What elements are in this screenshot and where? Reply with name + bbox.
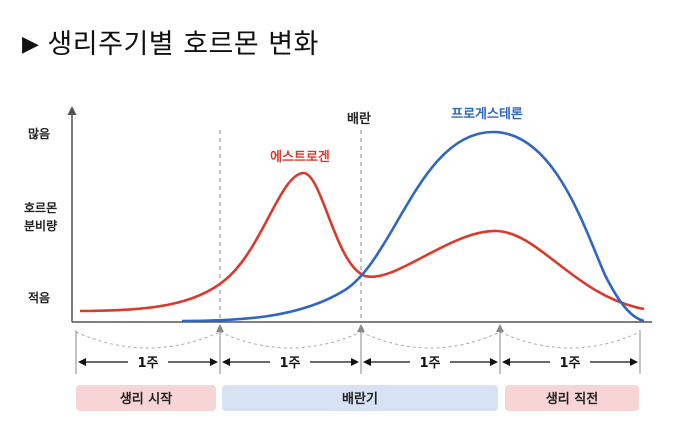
week-label-3: 1주 bbox=[419, 356, 440, 371]
week-marker-2 bbox=[357, 324, 365, 332]
play-triangle-icon: ▶ bbox=[22, 32, 40, 57]
phase-bar-ovulation bbox=[222, 385, 498, 411]
phase-label-ovulation: 배란기 bbox=[342, 391, 378, 407]
week-span-2 bbox=[222, 352, 359, 372]
week-span-4 bbox=[502, 352, 638, 372]
estrogen-label: 에스트로겐 bbox=[270, 149, 330, 165]
y-label-low: 적음 bbox=[28, 290, 50, 305]
page-title: ▶ 생리주기별 호르몬 변화 bbox=[22, 22, 319, 61]
week-label-4: 1주 bbox=[559, 356, 580, 371]
phase-label-premenstrual: 생리 직전 bbox=[546, 391, 598, 407]
week-marker-1 bbox=[216, 324, 224, 332]
week-arc-4 bbox=[499, 331, 641, 349]
week-label-2: 1주 bbox=[279, 356, 300, 371]
week-span-3 bbox=[363, 352, 498, 372]
week-arc-3 bbox=[360, 331, 501, 349]
phase-bar-menstruation bbox=[76, 385, 216, 411]
week-marker-3 bbox=[496, 324, 504, 332]
ovulation-label: 배란 bbox=[347, 111, 371, 127]
phase-label-menstruation: 생리 시작 bbox=[120, 391, 172, 407]
y-axis-arrow bbox=[67, 106, 77, 115]
week-arc-1 bbox=[75, 331, 221, 349]
week-arc-2 bbox=[219, 331, 362, 349]
week-label-1: 1주 bbox=[137, 356, 158, 371]
progesterone-label: 프로게스테론 bbox=[451, 107, 523, 122]
week-span-1 bbox=[78, 352, 218, 372]
y-label-high: 많음 bbox=[28, 126, 50, 141]
progesterone-curve bbox=[181, 130, 645, 323]
phase-bar-premenstrual bbox=[505, 385, 639, 411]
title-text: 생리주기별 호르몬 변화 bbox=[47, 29, 319, 60]
estrogen-curve bbox=[79, 171, 645, 313]
y-label-middle-2: 분비량 bbox=[24, 218, 57, 233]
y-label-middle-1: 호르몬 bbox=[24, 201, 57, 215]
